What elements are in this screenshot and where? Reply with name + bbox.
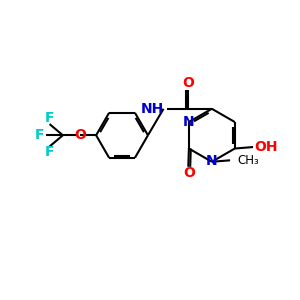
Text: F: F (45, 111, 54, 125)
Text: NH: NH (140, 102, 164, 116)
Text: N: N (182, 115, 194, 129)
Text: CH₃: CH₃ (238, 154, 259, 167)
Text: O: O (183, 166, 195, 180)
Text: N: N (206, 154, 218, 168)
Text: F: F (45, 146, 54, 159)
Text: OH: OH (254, 140, 278, 154)
Text: F: F (34, 128, 44, 142)
Text: O: O (182, 76, 194, 90)
Text: O: O (74, 128, 86, 142)
